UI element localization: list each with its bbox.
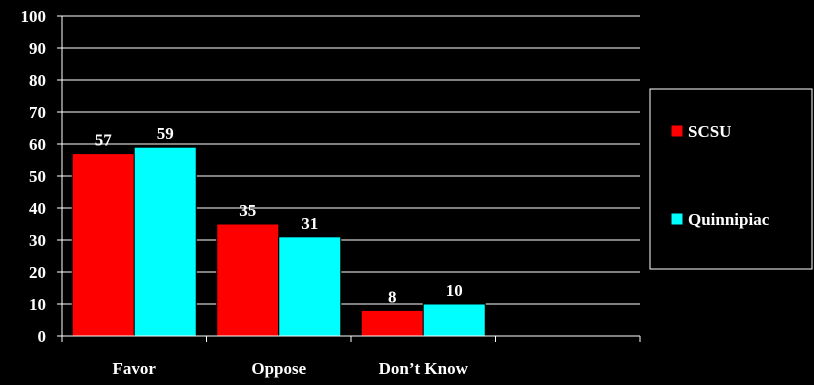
bar-scsu-don-t-know — [360, 309, 424, 337]
bar-quinnipiac-don-t-know — [422, 303, 486, 337]
data-label-quinnipiac-don-t-know: 10 — [446, 281, 463, 300]
data-labels: 57 59 35 31 8 10 — [95, 124, 463, 306]
legend-label-scsu: SCSU — [688, 122, 731, 141]
axes — [57, 15, 641, 342]
y-tick-label: 30 — [29, 231, 46, 250]
y-tick-label: 20 — [29, 263, 46, 282]
legend: SCSU Quinnipiac — [649, 88, 813, 270]
x-category-label: Favor — [113, 359, 157, 378]
bar-quinnipiac-favor — [133, 146, 197, 337]
data-label-quinnipiac-favor: 59 — [157, 124, 174, 143]
y-tick-label: 90 — [29, 39, 46, 58]
y-tick-labels: 0 10 20 30 40 50 60 70 80 90 100 — [21, 7, 47, 346]
legend-swatch-quinnipiac — [670, 212, 684, 226]
data-label-scsu-oppose: 35 — [239, 201, 256, 220]
y-tick-label: 100 — [21, 7, 47, 26]
data-label-scsu-don-t-know: 8 — [388, 287, 397, 306]
y-tick-label: 40 — [29, 199, 46, 218]
bar-scsu-oppose — [216, 223, 280, 337]
y-tick-label: 70 — [29, 103, 46, 122]
y-tick-label: 10 — [29, 295, 46, 314]
y-tick-label: 60 — [29, 135, 46, 154]
legend-box — [649, 88, 813, 270]
legend-swatch-scsu — [670, 124, 684, 138]
x-category-label: Don’t Know — [379, 359, 469, 378]
y-tick-label: 80 — [29, 71, 46, 90]
bar-quinnipiac-oppose — [278, 236, 342, 337]
y-tick-label: 0 — [38, 327, 47, 346]
data-label-quinnipiac-oppose: 31 — [301, 214, 318, 233]
y-tick-label: 50 — [29, 167, 46, 186]
x-category-labels: Favor Oppose Don’t Know — [113, 359, 469, 378]
data-label-scsu-favor: 57 — [95, 131, 113, 150]
x-category-label: Oppose — [251, 359, 306, 378]
legend-label-quinnipiac: Quinnipiac — [688, 210, 770, 229]
bar-scsu-favor — [71, 153, 135, 337]
